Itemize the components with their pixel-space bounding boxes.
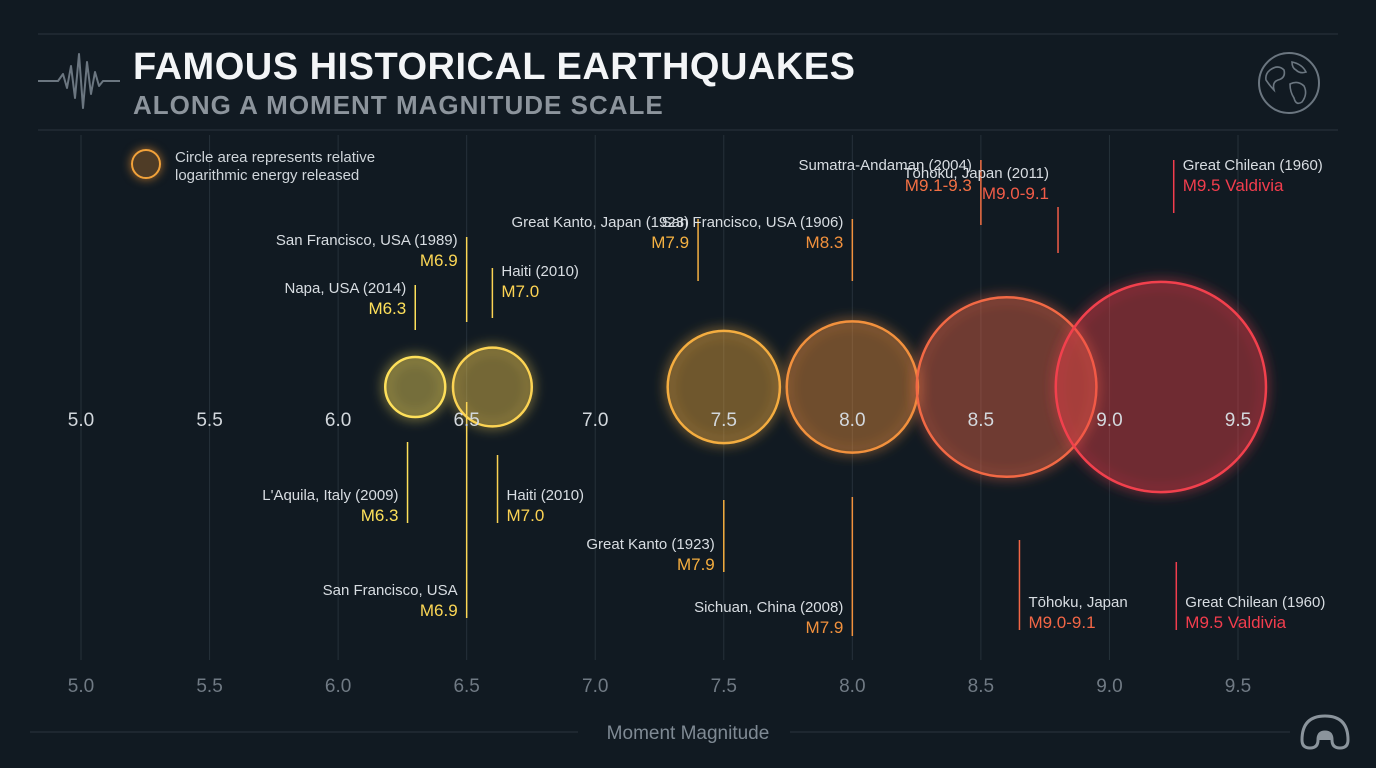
tick-label-upper-0: 5.0 (68, 410, 94, 431)
legend-text: Circle area represents relative logarith… (175, 149, 376, 184)
frame-lines (30, 33, 1338, 733)
page-subtitle: ALONG A MOMENT MAGNITUDE SCALE (133, 90, 664, 120)
tick-label-lower-8: 9.0 (1096, 676, 1122, 697)
tick-label-upper-8: 9.0 (1096, 410, 1122, 431)
quake-magnitude-7: M9.5 Valdivia (1183, 176, 1284, 195)
tick-label-upper-3: 6.5 (453, 410, 479, 431)
quake-magnitude-10: M7.9 (677, 555, 715, 574)
tick-label-lower-3: 6.5 (453, 676, 479, 697)
quake-name-0: Napa, USA (2014) (284, 280, 406, 297)
tick-label-upper-1: 5.5 (196, 410, 222, 431)
quake-magnitude-8: M6.3 (361, 506, 399, 525)
x-axis-label: Moment Magnitude (607, 723, 770, 744)
quake-magnitude-14: M9.5 Valdivia (1185, 613, 1286, 632)
quake-magnitude-12: M7.9 (806, 618, 844, 637)
tick-label-lower-5: 7.5 (711, 676, 737, 697)
tick-label-lower-2: 6.0 (325, 676, 351, 697)
seismograph-icon (38, 53, 120, 109)
quake-name-4: San Francisco, USA (1906) (662, 214, 844, 231)
quake-magnitude-13: M9.0-9.1 (1028, 613, 1095, 632)
tick-label-lower-7: 8.5 (968, 676, 994, 697)
quake-magnitude-11: M6.9 (420, 601, 458, 620)
quake-magnitude-9: M7.0 (507, 506, 545, 525)
quake-name-5: Sumatra-Andaman (2004) (798, 157, 971, 174)
globe-icon (1258, 52, 1320, 114)
quake-name-14: Great Chilean (1960) (1185, 594, 1325, 611)
tick-label-lower-4: 7.0 (582, 676, 608, 697)
tick-label-upper-9: 9.5 (1225, 410, 1251, 431)
quake-name-11: San Francisco, USA (323, 582, 458, 599)
quake-magnitude-5: M9.1-9.3 (905, 176, 972, 195)
tick-label-upper-7: 8.5 (968, 410, 994, 431)
quake-name-3: Great Kanto, Japan (1923) (511, 214, 689, 231)
tick-label-lower-1: 5.5 (196, 676, 222, 697)
quake-name-8: L'Aquila, Italy (2009) (262, 487, 398, 504)
quake-magnitude-3: M7.9 (651, 233, 689, 252)
quake-name-6: Tōhoku, Japan (2011) (903, 165, 1049, 182)
brand-logo-icon (1300, 714, 1350, 750)
quake-magnitude-4: M8.3 (806, 233, 844, 252)
earthquake-labels: Napa, USA (2014) M6.3 San Francisco, USA (… (262, 157, 1325, 637)
tick-label-upper-6: 8.0 (839, 410, 865, 431)
legend-circle-icon (131, 149, 161, 179)
quake-name-12: Sichuan, China (2008) (694, 599, 843, 616)
tick-label-lower-9: 9.5 (1225, 676, 1251, 697)
tick-label-upper-4: 7.0 (582, 410, 608, 431)
quake-name-1: San Francisco, USA (1989) (276, 232, 458, 249)
page-title: FAMOUS HISTORICAL EARTHQUAKES (133, 46, 856, 88)
quake-magnitude-0: M6.3 (368, 299, 406, 318)
tick-label-upper-2: 6.0 (325, 410, 351, 431)
tick-label-lower-0: 5.0 (68, 676, 94, 697)
quake-name-7: Great Chilean (1960) (1183, 157, 1323, 174)
tick-label-lower-6: 8.0 (839, 676, 865, 697)
quake-name-10: Great Kanto (1923) (586, 536, 714, 553)
quake-name-2: Haiti (2010) (501, 263, 579, 280)
quake-magnitude-1: M6.9 (420, 251, 458, 270)
quake-magnitude-2: M7.0 (501, 282, 539, 301)
quake-name-13: Tōhoku, Japan (1028, 594, 1127, 611)
leader-lines (406, 160, 1178, 636)
quake-name-9: Haiti (2010) (507, 487, 585, 504)
quake-magnitude-6: M9.0-9.1 (982, 184, 1049, 203)
tick-labels: 5.0 5.0 5.5 5.5 6.0 6.0 6.5 6.5 7.0 7.0 7.5 7.5 8.0 8… (68, 410, 1251, 697)
tick-label-upper-5: 7.5 (711, 410, 737, 431)
